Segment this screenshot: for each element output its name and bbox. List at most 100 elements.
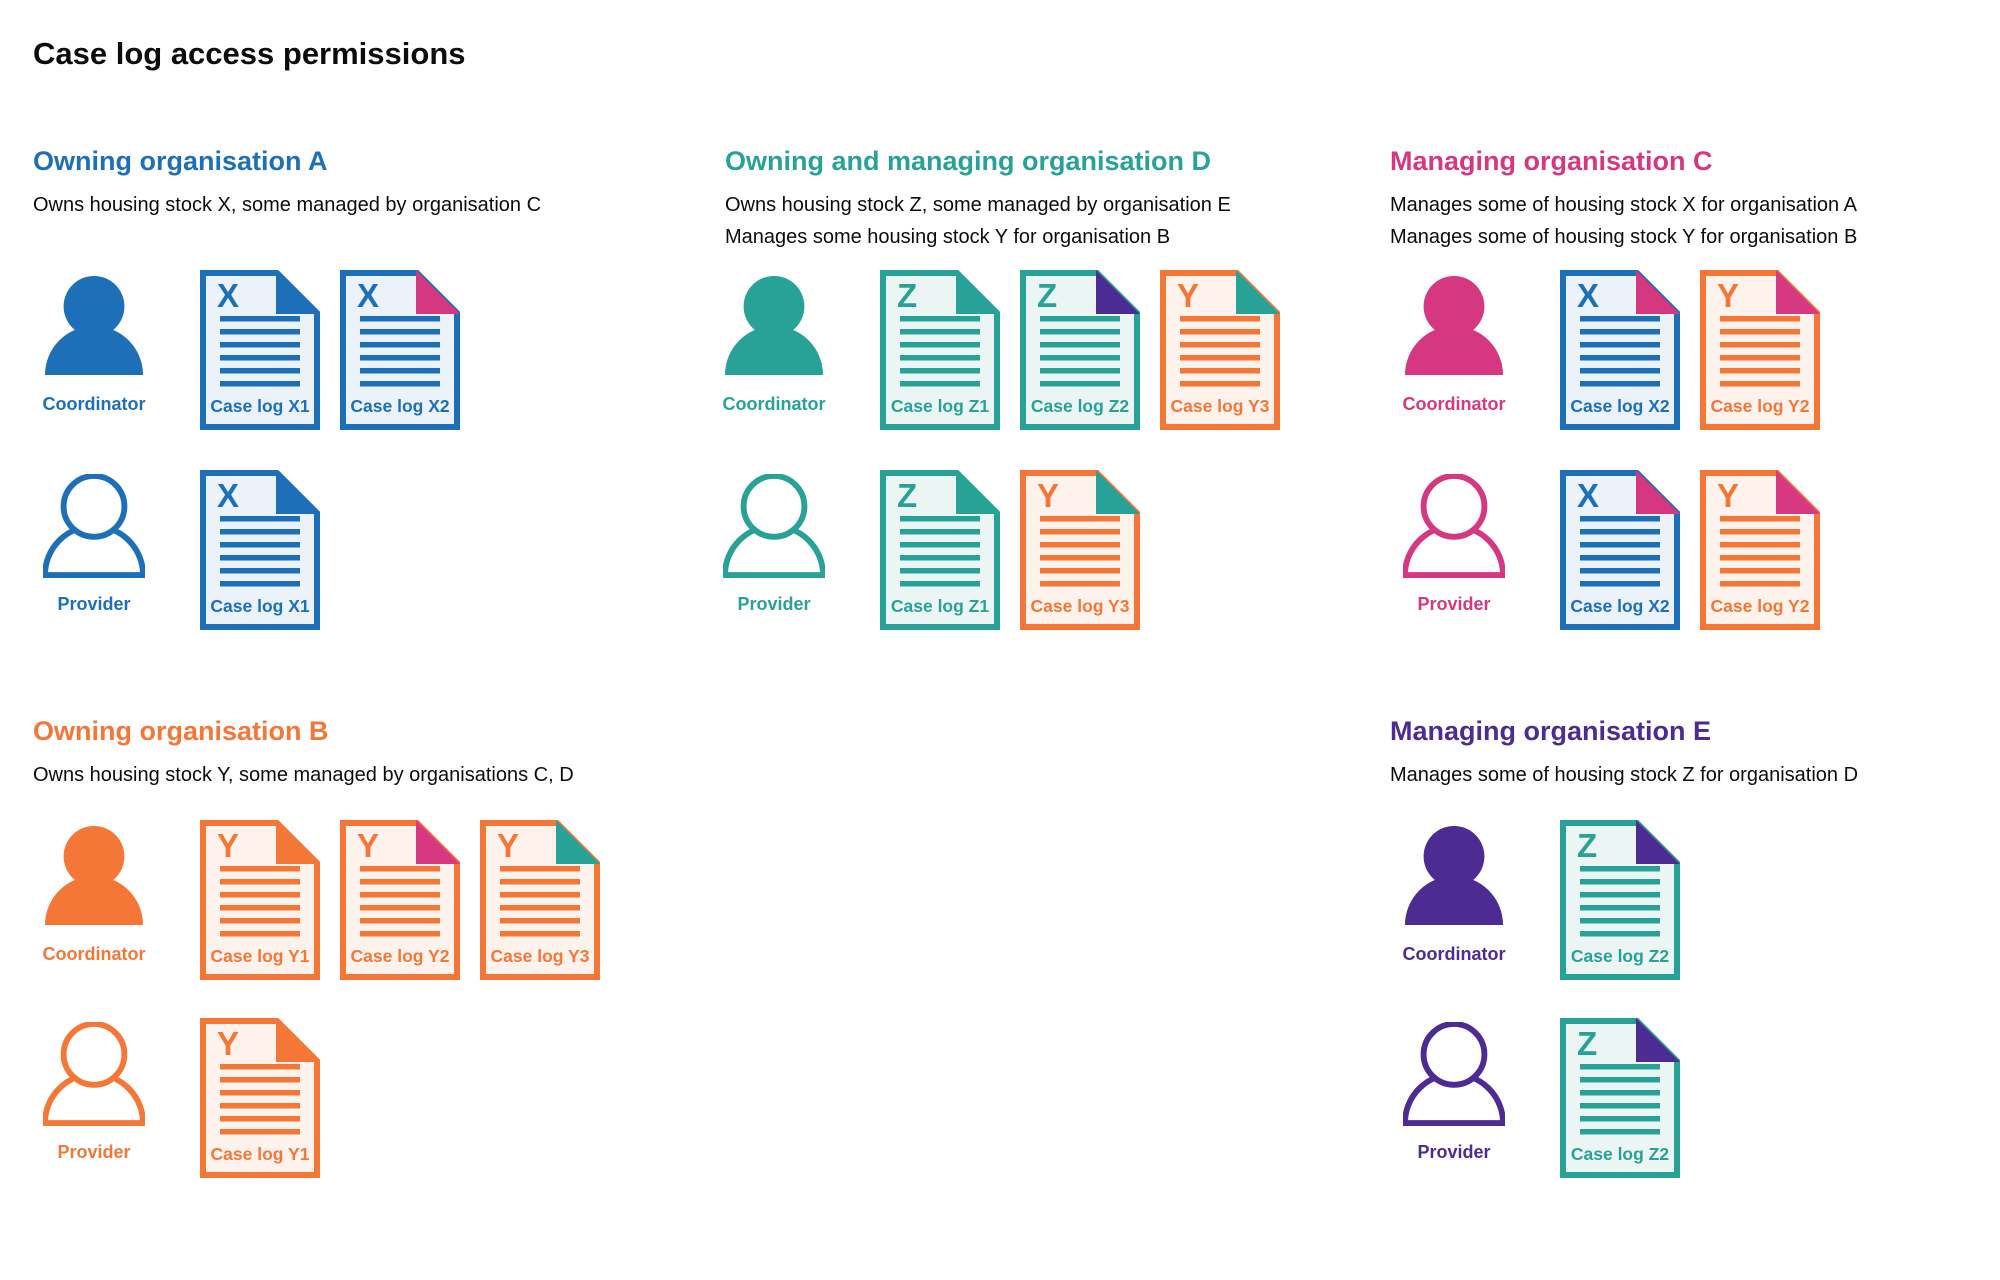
document-text-line xyxy=(1580,1116,1660,1122)
document-text-line xyxy=(1580,355,1660,361)
coordinator-person-icon xyxy=(724,275,824,376)
person-body xyxy=(724,326,824,376)
case-log-document: X Case log X1 xyxy=(200,270,320,430)
document-text-line xyxy=(1580,568,1660,574)
document-text-line xyxy=(500,905,580,911)
document-text-line xyxy=(900,529,980,535)
provider-row: Provider Y Case log Y1 xyxy=(33,1018,643,1218)
case-log-label: Case log Y3 xyxy=(491,946,590,966)
document-text-line xyxy=(220,905,300,911)
stock-letter: Y xyxy=(1717,477,1739,514)
description-line: Manages some housing stock Y for organis… xyxy=(725,226,1171,248)
document-text-line xyxy=(1040,342,1120,348)
document-text-line xyxy=(500,931,580,937)
document-text-line xyxy=(1580,931,1660,937)
section-org-e: Managing organisation E Manages some of h… xyxy=(1390,717,2000,1178)
document-text-line xyxy=(1580,918,1660,924)
folded-corner-icon xyxy=(1636,820,1680,864)
person-body xyxy=(1404,326,1504,376)
stock-letter: X xyxy=(217,477,239,514)
coordinator-row: Coordinator X Case log X1 X Case log X2 xyxy=(33,270,643,470)
stock-letter: Z xyxy=(897,277,917,314)
person-head xyxy=(740,473,808,540)
coordinator-row: Coordinator Y Case log Y1 Y Case log Y2 Y Case… xyxy=(33,820,643,1020)
case-log-label: Case log Y3 xyxy=(1031,596,1130,616)
case-log-label: Case log Y2 xyxy=(351,946,450,966)
document-text-line xyxy=(220,1064,300,1070)
role-label: Provider xyxy=(57,594,131,614)
case-log-label: Case log Y2 xyxy=(1711,396,1810,416)
document-text-line xyxy=(1580,892,1660,898)
section-description: Manages some of housing stock X for orga… xyxy=(1390,189,1857,253)
provider-icon-wrap xyxy=(722,473,826,578)
document-text-line xyxy=(1720,381,1800,387)
case-log-label: Case log X2 xyxy=(1570,596,1669,616)
document-text-line xyxy=(220,918,300,924)
section-heading: Owning and managing organisation D xyxy=(725,146,1212,176)
person-head xyxy=(60,1021,128,1088)
folded-corner-icon xyxy=(956,470,1000,514)
description-line: Manages some of housing stock Y for orga… xyxy=(1390,226,1858,248)
coordinator-row: Coordinator X Case log X2 Y Case log Y2 xyxy=(1390,270,2000,470)
description-line: Owns housing stock Z, some managed by or… xyxy=(725,194,1231,216)
coordinator-person: Coordinator xyxy=(42,824,146,964)
document-text-line xyxy=(900,368,980,374)
document-text-line xyxy=(220,329,300,335)
document-icon: X Case log X2 xyxy=(1560,270,1680,430)
provider-row: Provider X Case log X2 Y Case log Y2 xyxy=(1390,470,2000,670)
role-label: Provider xyxy=(1417,594,1491,614)
section-org-a: Owning organisation A Owns housing stock … xyxy=(33,147,643,630)
document-text-line xyxy=(1180,316,1260,322)
case-log-document: X Case log X2 xyxy=(1560,470,1680,630)
document-text-line xyxy=(360,342,440,348)
document-text-line xyxy=(1720,568,1800,574)
document-text-line xyxy=(1580,529,1660,535)
document-text-line xyxy=(360,329,440,335)
document-text-line xyxy=(1720,329,1800,335)
stock-letter: Y xyxy=(1037,477,1059,514)
document-text-line xyxy=(1040,568,1120,574)
case-log-label: Case log X1 xyxy=(210,396,309,416)
folded-corner-icon xyxy=(1636,270,1680,314)
document-text-line xyxy=(1580,879,1660,885)
role-label: Provider xyxy=(1417,1142,1491,1162)
folded-corner-icon xyxy=(416,270,460,314)
document-text-line xyxy=(900,381,980,387)
provider-icon-wrap xyxy=(42,1021,146,1126)
document-icon: Y Case log Y2 xyxy=(340,820,460,980)
stock-letter: X xyxy=(1577,477,1599,514)
case-log-document: Y Case log Y3 xyxy=(1160,270,1280,430)
case-log-document: Y Case log Y3 xyxy=(1020,470,1140,630)
document-icon: Z Case log Z2 xyxy=(1020,270,1140,430)
document-text-line xyxy=(220,1103,300,1109)
provider-person-icon xyxy=(722,473,826,578)
document-icon: Z Case log Z1 xyxy=(880,270,1000,430)
document-text-line xyxy=(1040,516,1120,522)
document-text-line xyxy=(1720,316,1800,322)
stock-letter: X xyxy=(357,277,379,314)
case-log-document: Y Case log Y1 xyxy=(200,820,320,980)
case-log-document: Z Case log Z2 xyxy=(1560,820,1680,980)
coordinator-row: Coordinator Z Case log Z2 xyxy=(1390,820,2000,1020)
document-text-line xyxy=(360,355,440,361)
document-text-line xyxy=(1040,368,1120,374)
document-icon: Y Case log Y2 xyxy=(1700,470,1820,630)
document-text-line xyxy=(360,866,440,872)
folded-corner-icon xyxy=(956,270,1000,314)
document-icon: X Case log X2 xyxy=(340,270,460,430)
document-text-line xyxy=(220,555,300,561)
stock-letter: Y xyxy=(497,827,519,864)
document-text-line xyxy=(1580,381,1660,387)
coordinator-icon-wrap xyxy=(42,824,146,928)
case-log-document: Z Case log Z2 xyxy=(1020,270,1140,430)
document-text-line xyxy=(1580,1129,1660,1135)
document-text-line xyxy=(1720,529,1800,535)
document-text-line xyxy=(220,931,300,937)
case-log-label: Case log Y3 xyxy=(1171,396,1270,416)
case-log-label: Case log Z2 xyxy=(1571,1144,1669,1164)
document-text-line xyxy=(1580,316,1660,322)
folded-corner-icon xyxy=(416,820,460,864)
case-log-document: X Case log X1 xyxy=(200,470,320,630)
case-log-document: Z Case log Z1 xyxy=(880,270,1000,430)
page-title: Case log access permissions xyxy=(33,36,466,71)
